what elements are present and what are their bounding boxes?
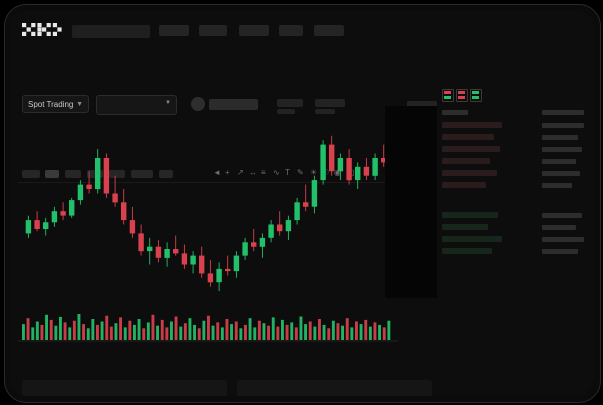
pair-selector[interactable]: ▼ bbox=[96, 95, 177, 115]
orderbook-bid-total bbox=[542, 249, 578, 254]
volume-canvas bbox=[18, 314, 398, 342]
orderbook-ask-total bbox=[542, 171, 580, 176]
orderbook-ask-row[interactable] bbox=[442, 146, 500, 152]
book-both-icon[interactable] bbox=[442, 89, 454, 102]
top-navigation-bar bbox=[9, 10, 594, 48]
toolbar-chunk-4[interactable] bbox=[109, 170, 125, 178]
nav-item-0[interactable] bbox=[159, 25, 189, 36]
pair-name-label bbox=[209, 99, 258, 110]
market-stat-1-sub bbox=[315, 109, 335, 114]
market-header-bar: Spot Trading ▼ ▼ bbox=[9, 48, 594, 115]
orderbook-ask-total bbox=[542, 159, 576, 164]
magnet-icon[interactable]: ☀ bbox=[310, 168, 318, 177]
orderbook-ask-total bbox=[542, 147, 582, 152]
toolbar-chunk-1-active[interactable] bbox=[45, 170, 59, 178]
nav-item-4[interactable] bbox=[314, 25, 344, 36]
orderbook-bid-total bbox=[542, 225, 576, 230]
orderbook-ask-total bbox=[542, 183, 572, 188]
orderbook-ask-row[interactable] bbox=[442, 182, 486, 188]
wave-icon[interactable]: ∿ bbox=[273, 168, 280, 177]
orderbook-bid-row[interactable] bbox=[442, 212, 498, 218]
orderbook-ask-row[interactable] bbox=[442, 122, 502, 128]
nav-item-3[interactable] bbox=[279, 25, 303, 36]
chevron-down-icon: ▼ bbox=[76, 101, 83, 108]
orderbook-col-price bbox=[442, 110, 468, 115]
market-stat-1 bbox=[315, 99, 345, 107]
volume-chart bbox=[18, 310, 434, 346]
book-asks-icon[interactable] bbox=[456, 89, 468, 102]
overlay-shadow bbox=[385, 106, 437, 298]
orderbook-bid-row[interactable] bbox=[442, 236, 502, 242]
fib-icon[interactable]: ≡ bbox=[261, 168, 266, 177]
orderbook-bid-row[interactable] bbox=[442, 224, 488, 230]
orderbook-bid-row[interactable] bbox=[442, 248, 492, 254]
orderbook-ask-row[interactable] bbox=[442, 134, 494, 140]
market-type-selector[interactable]: Spot Trading ▼ bbox=[22, 95, 89, 113]
price-chart[interactable] bbox=[18, 106, 434, 306]
candlestick-canvas bbox=[25, 126, 422, 292]
app-screen: Spot Trading ▼ ▼ ◄ + bbox=[9, 10, 594, 396]
brush-icon[interactable]: ✎ bbox=[297, 168, 304, 177]
text-icon[interactable]: T bbox=[285, 168, 290, 177]
orderbook-bid-total bbox=[542, 213, 582, 218]
orderbook-ask-total bbox=[542, 135, 578, 140]
bottom-panel-left[interactable] bbox=[22, 380, 227, 396]
search-input[interactable] bbox=[72, 25, 150, 38]
orderbook-ask-total bbox=[542, 123, 584, 128]
toolbar-chunk-2[interactable] bbox=[65, 170, 81, 178]
book-bids-icon[interactable] bbox=[470, 89, 482, 102]
orderbook-col-total bbox=[542, 110, 584, 115]
nav-item-1[interactable] bbox=[199, 25, 227, 36]
market-stat-0 bbox=[277, 99, 303, 107]
toolbar-chunk-0[interactable] bbox=[22, 170, 40, 178]
market-stat-0-sub bbox=[277, 109, 295, 114]
market-type-label: Spot Trading bbox=[28, 100, 74, 109]
order-panel: Buy Sell bbox=[438, 82, 594, 396]
orderbook-ask-row[interactable] bbox=[442, 170, 497, 176]
bottom-panel-right[interactable] bbox=[237, 380, 432, 396]
chevron-down-icon: ▼ bbox=[165, 100, 171, 106]
chart-footer-bar bbox=[9, 352, 434, 370]
market-stat-2 bbox=[407, 101, 437, 109]
nav-item-2[interactable] bbox=[239, 25, 269, 36]
eye-icon[interactable]: ◉ bbox=[334, 168, 341, 177]
okx-logo-icon[interactable] bbox=[22, 23, 62, 37]
trendline-icon[interactable]: ↗ bbox=[237, 168, 244, 177]
toolbar-chunk-5[interactable] bbox=[131, 170, 153, 178]
crosshair-icon[interactable]: + bbox=[225, 168, 230, 177]
orderbook-bid-total bbox=[542, 237, 584, 242]
pair-avatar bbox=[191, 97, 205, 111]
cursor-icon[interactable]: ◄ bbox=[213, 168, 221, 177]
orderbook-ask-row[interactable] bbox=[442, 158, 490, 164]
toolbar-chunk-6[interactable] bbox=[159, 170, 173, 178]
horizontal-line-icon[interactable]: ↔ bbox=[249, 168, 257, 177]
